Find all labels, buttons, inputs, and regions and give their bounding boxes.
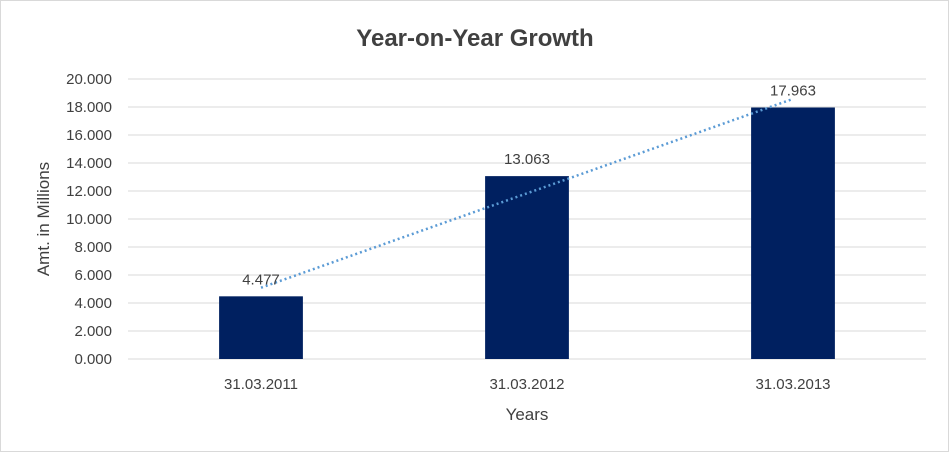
- y-tick-label: 0.000: [74, 351, 112, 368]
- y-axis-ticks: 0.000 2.000 4.000 6.000 8.000 10.000 12.000 14.…: [66, 71, 112, 368]
- y-tick-label: 2.000: [74, 323, 112, 340]
- data-label: 13.063: [504, 151, 550, 168]
- data-label: 4.477: [242, 271, 280, 288]
- y-tick-label: 20.000: [66, 71, 112, 88]
- y-tick-label: 10.000: [66, 211, 112, 228]
- bar: [219, 296, 303, 359]
- y-tick-label: 8.000: [74, 239, 112, 256]
- y-tick-label: 14.000: [66, 155, 112, 172]
- y-axis-title: Amt. in Millions: [34, 162, 53, 276]
- bars: [219, 107, 835, 359]
- chart-title: Year-on-Year Growth: [356, 25, 593, 52]
- bar: [751, 107, 835, 359]
- y-tick-label: 6.000: [74, 267, 112, 284]
- x-tick-label: 31.03.2011: [224, 376, 298, 393]
- x-axis-ticks: 31.03.2011 31.03.2012 31.03.2013: [224, 376, 831, 393]
- y-tick-label: 18.000: [66, 99, 112, 116]
- x-tick-label: 31.03.2013: [755, 376, 830, 393]
- x-tick-label: 31.03.2012: [489, 376, 564, 393]
- y-tick-label: 16.000: [66, 127, 112, 144]
- data-label: 17.963: [770, 83, 816, 100]
- x-axis-title: Years: [506, 405, 549, 424]
- bar: [485, 176, 569, 359]
- trendline: [260, 97, 794, 289]
- y-tick-label: 12.000: [66, 183, 112, 200]
- y-tick-label: 4.000: [74, 295, 112, 312]
- trendline-group: [260, 97, 794, 289]
- data-labels: 4.477 13.063 17.963: [242, 83, 816, 289]
